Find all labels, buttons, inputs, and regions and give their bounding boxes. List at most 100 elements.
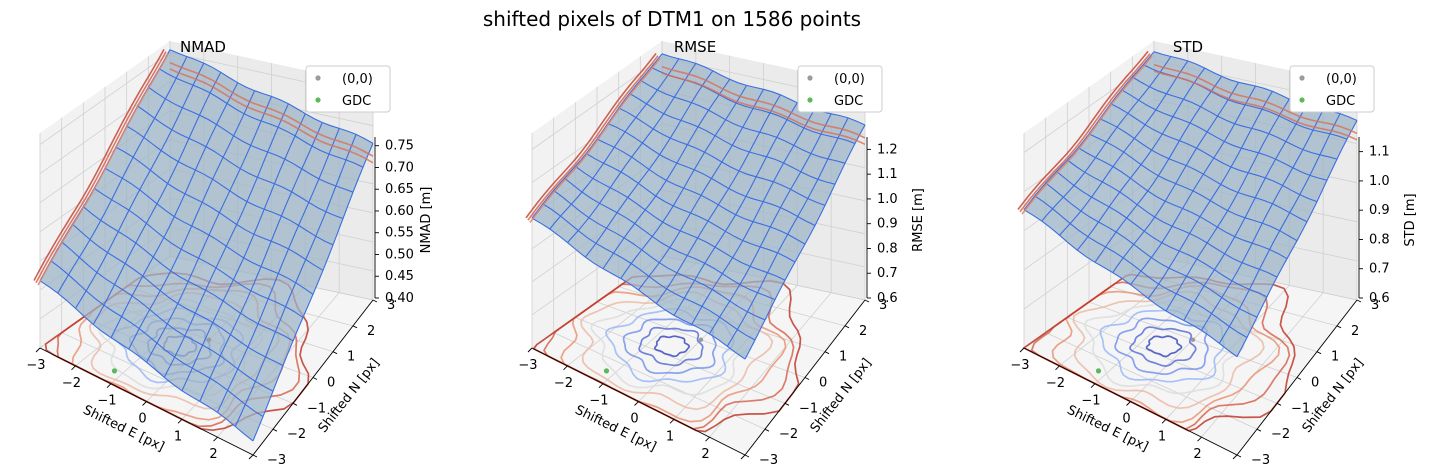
z-tick-label: 0.7	[877, 266, 898, 281]
z-tick-label: 1.1	[1369, 145, 1390, 160]
wall-contour-line	[35, 51, 167, 284]
wire-e	[744, 124, 866, 360]
z-tick-label: 1.2	[877, 142, 898, 157]
z-tick-label: 1.1	[877, 167, 898, 182]
z-tick-labels: 0.6 0.7 0.8 0.9 1.0 1.1	[1359, 145, 1390, 306]
y-tick-label: −2	[779, 427, 798, 442]
y-tick-label: −1	[307, 401, 326, 416]
x-tick-mark	[598, 383, 604, 388]
x-axis-label: Shifted E [px]	[81, 403, 167, 455]
y-axis-label: Shifted N [px]	[1300, 356, 1367, 436]
wire-n	[661, 53, 866, 126]
legend-marker	[1299, 97, 1305, 103]
z-tick-label: 0.8	[1369, 232, 1390, 247]
x-tick-label: −1	[589, 394, 608, 409]
subplot-title: STD	[1173, 38, 1203, 56]
y-tick-label: −3	[1251, 453, 1270, 466]
z-tick-labels: 0.6 0.7 0.8 0.9 1.0 1.1 1.2	[867, 142, 898, 306]
y-tick-mark	[292, 402, 298, 406]
y-tick-mark	[352, 325, 358, 329]
legend-marker	[807, 97, 813, 103]
x-tick-label: 1	[1158, 429, 1166, 444]
surface-fill	[532, 53, 865, 360]
x-tick-label: 0	[138, 412, 146, 427]
legend: (0,0) GDC	[1289, 65, 1375, 113]
x-tick-mark	[527, 347, 533, 353]
wire-e	[252, 143, 374, 442]
z-tick-label: 0.7	[1369, 262, 1390, 277]
y-tick-mark	[1236, 454, 1242, 458]
z-tick-label: 0.8	[877, 241, 898, 256]
x-axis-label: Shifted E [px]	[573, 403, 659, 455]
subplot-std: −3−2−10123−3−2−101230.60.70.80.91.01.1Sh…	[1010, 38, 1418, 466]
y-tick-label: 1	[839, 350, 847, 365]
z-tick-label: 0.65	[385, 182, 414, 197]
legend-label: (0,0)	[834, 72, 865, 87]
figure-suptitle: shifted pixels of DTM1 on 1586 points	[483, 7, 861, 31]
x-tick-label: 2	[1193, 447, 1201, 462]
wall-contours	[525, 53, 866, 223]
x-tick-label: −3	[518, 358, 537, 373]
wall-contour-line	[169, 61, 374, 157]
surface-fill	[1024, 51, 1357, 357]
legend-marker	[315, 97, 321, 103]
x-tick-label: −1	[97, 394, 116, 409]
wall-contour-line	[529, 57, 661, 223]
x-tick-mark	[1019, 347, 1025, 353]
y-tick-label: 1	[1331, 350, 1339, 365]
x-tick-mark	[142, 401, 147, 406]
x-tick-label: −2	[1046, 376, 1065, 391]
y-tick-label: 2	[1351, 324, 1359, 339]
y-tick-label: 1	[347, 350, 355, 365]
x-tick-mark	[740, 454, 746, 460]
x-tick-label: 1	[666, 429, 674, 444]
z-axis-label: NMAD [m]	[419, 187, 434, 254]
wall-contour-line	[661, 65, 866, 139]
y-tick-mark	[1256, 428, 1262, 432]
x-tick-mark	[1232, 454, 1238, 460]
legend-label: GDC	[1326, 94, 1355, 109]
y-tick-mark	[864, 299, 870, 303]
y-tick-mark	[1356, 299, 1362, 303]
y-tick-mark	[312, 377, 318, 380]
x-tick-label: 2	[701, 447, 709, 462]
z-tick-label: 0.75	[385, 139, 414, 154]
x-tick-mark	[705, 436, 710, 442]
x-tick-mark	[1197, 436, 1202, 442]
wall-contours	[33, 49, 374, 286]
wall-contour-line	[1153, 63, 1358, 135]
z-tick-labels: 0.40 0.45 0.50 0.55 0.60 0.65 0.70 0.75	[375, 139, 414, 306]
origin-point	[1190, 337, 1196, 342]
wall-contour-line	[661, 72, 866, 146]
z-tick-label: 0.50	[385, 247, 414, 262]
z-tick-label: 1.0	[877, 192, 898, 207]
x-tick-mark	[1090, 383, 1096, 388]
wall-contours	[1017, 50, 1358, 215]
y-tick-label: −2	[287, 427, 306, 442]
y-tick-label: −1	[799, 401, 818, 416]
y-tick-mark	[332, 351, 338, 355]
x-tick-mark	[563, 365, 568, 371]
z-axis-label: RMSE [m]	[911, 188, 926, 252]
y-tick-mark	[1336, 325, 1342, 329]
subplot-title: NMAD	[180, 38, 226, 56]
y-axis-label: Shifted N [px]	[316, 356, 383, 436]
legend-box	[305, 65, 391, 113]
z-tick-label: 0.40	[385, 291, 414, 306]
x-tick-mark	[71, 365, 76, 371]
x-tick-label: 0	[630, 412, 638, 427]
y-tick-label: 0	[819, 376, 827, 391]
origin-point	[698, 337, 704, 342]
legend: (0,0) GDC	[797, 65, 883, 113]
z-tick-label: 0.6	[877, 291, 898, 306]
y-tick-label: 0	[1311, 376, 1319, 391]
wall-contour-line	[1021, 55, 1153, 215]
legend-marker	[315, 75, 321, 81]
y-tick-mark	[824, 351, 830, 355]
y-tick-mark	[844, 325, 850, 329]
y-tick-label: −3	[759, 453, 778, 466]
z-tick-label: 0.70	[385, 160, 414, 175]
wire-e	[1236, 120, 1358, 357]
